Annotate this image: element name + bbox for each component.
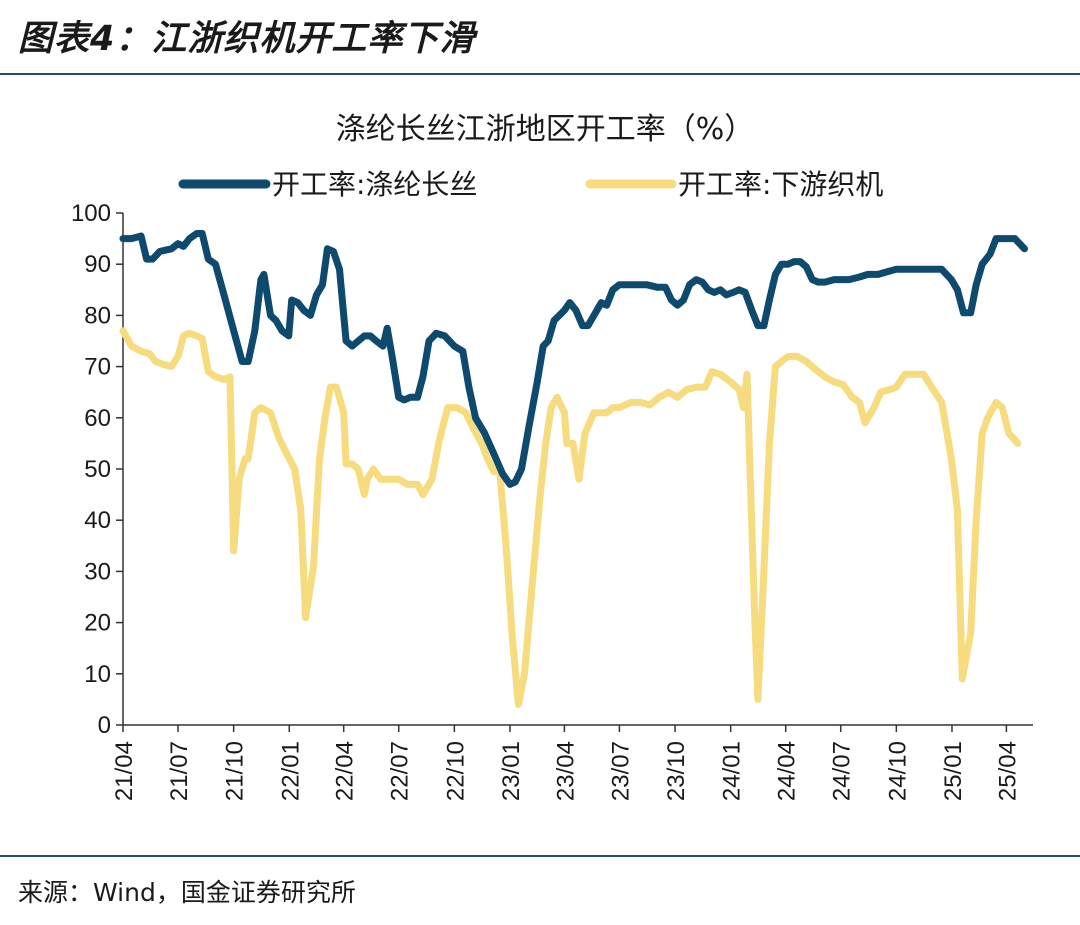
x-tick-label: 22/07 — [387, 741, 414, 801]
x-tick-label: 21/04 — [111, 741, 138, 801]
y-tick-label: 80 — [84, 302, 111, 329]
legend: 开工率:涤纶长丝 开工率:下游织机 — [178, 168, 883, 201]
y-tick-label: 10 — [84, 661, 111, 688]
y-tick-label: 30 — [84, 558, 111, 585]
y-tick-label: 90 — [84, 251, 111, 278]
x-axis-ticks: 21/04 21/07 21/10 22/01 22/04 22/07 22/10 23/01… — [111, 725, 1021, 801]
x-tick-label: 23/04 — [552, 741, 579, 801]
x-tick-label: 23/10 — [663, 741, 690, 801]
y-axis-ticks: 0 10 20 30 40 50 60 70 80 90 100 — [71, 200, 123, 739]
y-tick-label: 100 — [71, 200, 111, 227]
y-tick-label: 20 — [84, 610, 111, 637]
x-tick-label: 22/10 — [442, 741, 469, 801]
line-chart: 涤纶长丝江浙地区开工率（%） 开工率:涤纶长丝 开工率:下游织机 0 10 20 30… — [71, 112, 1033, 801]
x-tick-label: 24/10 — [884, 741, 911, 801]
series-line-filament — [119, 230, 1028, 488]
y-tick-label: 0 — [98, 712, 111, 739]
figure-title: 图表4：江浙织机开工率下滑 — [18, 19, 476, 59]
x-tick-label: 22/01 — [277, 741, 304, 801]
y-tick-label: 40 — [84, 507, 111, 534]
x-tick-label: 22/04 — [332, 741, 359, 801]
series-layer — [119, 230, 1028, 708]
series-line-loom — [119, 327, 1022, 708]
chart-title: 涤纶长丝江浙地区开工率（%） — [336, 112, 755, 147]
x-tick-label: 24/04 — [774, 741, 801, 801]
top-divider — [0, 73, 1080, 75]
x-tick-label: 23/07 — [607, 741, 634, 801]
y-tick-label: 50 — [84, 456, 111, 483]
x-tick-label: 25/01 — [940, 741, 967, 801]
x-tick-label: 21/10 — [222, 741, 249, 801]
y-tick-label: 70 — [84, 354, 111, 381]
legend-label-loom: 开工率:下游织机 — [678, 168, 883, 201]
x-tick-label: 24/01 — [719, 741, 746, 801]
x-tick-label: 21/07 — [166, 741, 193, 801]
source-note: 来源：Wind，国金证券研究所 — [18, 878, 356, 907]
x-tick-label: 23/01 — [498, 741, 525, 801]
legend-label-filament: 开工率:涤纶长丝 — [272, 168, 477, 201]
y-tick-label: 60 — [84, 405, 111, 432]
x-tick-label: 24/07 — [829, 741, 856, 801]
bottom-divider — [0, 855, 1080, 857]
x-tick-label: 25/04 — [994, 741, 1021, 801]
